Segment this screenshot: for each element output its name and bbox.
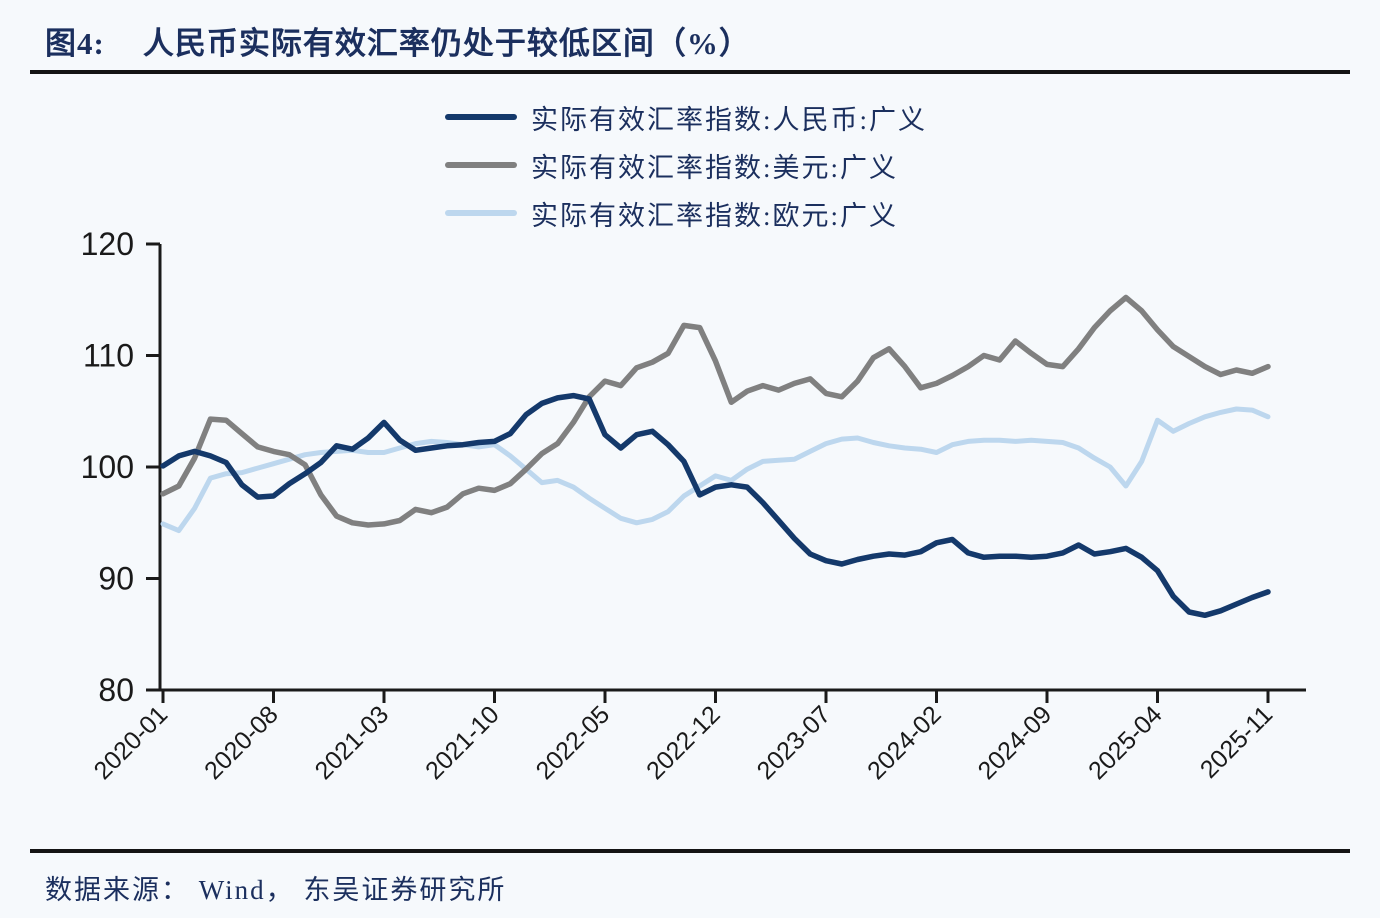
usd-line-swatch	[445, 162, 517, 168]
x-tick-label: 2025-11	[1195, 700, 1278, 783]
x-tick-label: 2024-09	[973, 700, 1058, 785]
cny-line-swatch	[445, 114, 517, 120]
legend-label-eur: 实际有效汇率指数:欧元:广义	[531, 200, 899, 231]
legend-item-usd: 实际有效汇率指数:美元:广义	[445, 148, 927, 183]
legend-item-eur: 实际有效汇率指数:欧元:广义	[445, 196, 927, 231]
figure-title-text: 人民币实际有效汇率仍处于较低区间（%）	[142, 26, 751, 61]
chart-legend: 实际有效汇率指数:人民币:广义 实际有效汇率指数:美元:广义 实际有效汇率指数:…	[445, 100, 927, 244]
x-tick-label: 2022-05	[531, 700, 616, 785]
y-tick-label: 90	[98, 561, 134, 597]
series-line-cny	[160, 392, 1271, 619]
figure-number-label: 图4:	[45, 26, 105, 61]
legend-label-cny: 实际有效汇率指数:人民币:广义	[531, 104, 928, 135]
legend-item-cny: 实际有效汇率指数:人民币:广义	[445, 100, 928, 135]
figure-title: 图4: 人民币实际有效汇率仍处于较低区间（%）	[45, 18, 751, 63]
series-line-eur	[160, 406, 1271, 534]
legend-label-usd: 实际有效汇率指数:美元:广义	[531, 152, 899, 183]
y-tick-label: 110	[83, 338, 134, 374]
x-tick-label: 2021-10	[420, 700, 505, 785]
data-source-note: 数据来源： Wind， 东吴证券研究所	[45, 875, 507, 905]
x-tick-label: 2020-08	[199, 700, 284, 785]
chart-axes	[158, 244, 1306, 692]
footer-divider-rule	[30, 849, 1350, 853]
y-tick-label: 120	[81, 226, 134, 262]
y-tick-label: 100	[81, 449, 134, 485]
x-tick-label: 2022-12	[641, 700, 726, 785]
x-tick-label: 2024-02	[862, 700, 947, 785]
eur-line-swatch	[445, 210, 517, 216]
series-line-usd	[160, 294, 1271, 528]
x-tick-label: 2020-01	[89, 700, 174, 785]
x-tick-label: 2025-04	[1083, 700, 1168, 785]
x-tick-label: 2021-03	[310, 700, 395, 785]
title-divider-rule	[30, 70, 1350, 74]
x-tick-label: 2023-07	[752, 700, 837, 785]
y-tick-label: 80	[98, 672, 134, 708]
